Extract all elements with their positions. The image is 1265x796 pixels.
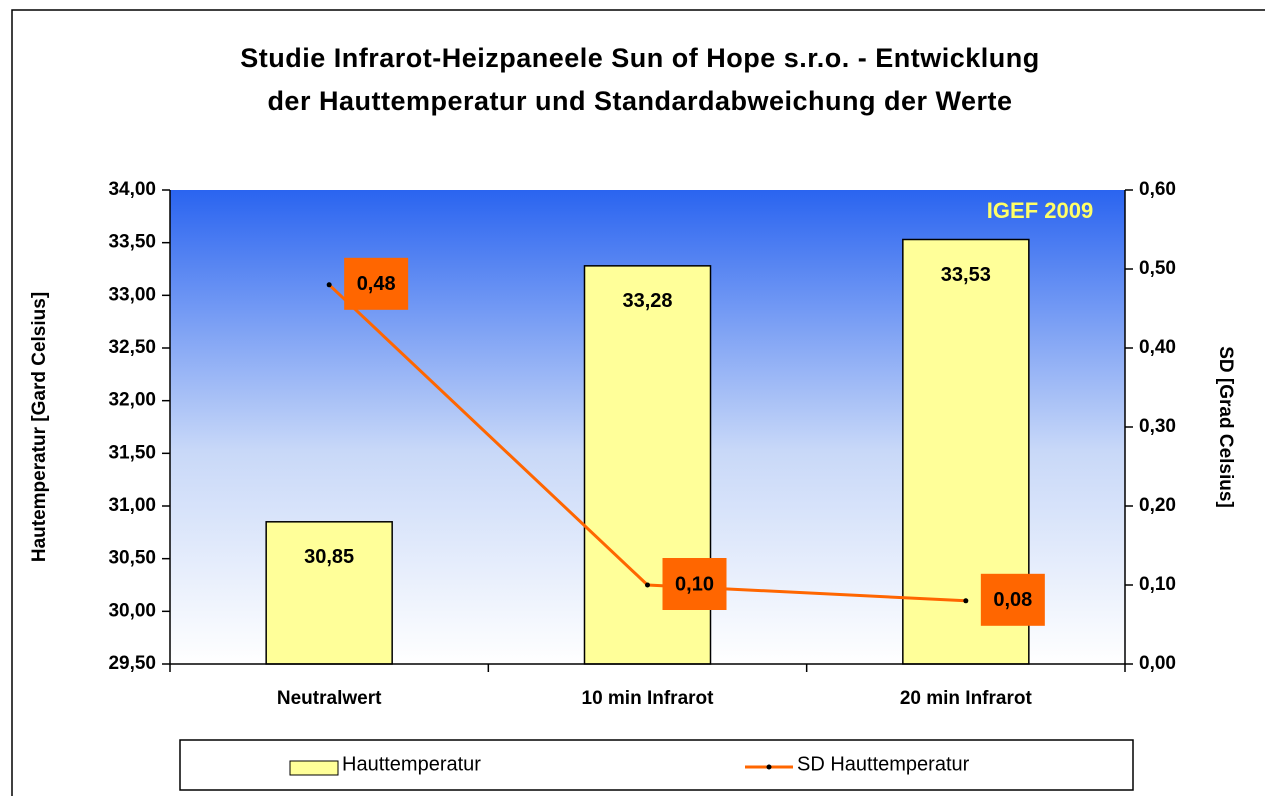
y2-tick-label: 0,50	[1139, 258, 1176, 279]
data-label: 30,85	[304, 546, 354, 568]
y-axis-label: Hautemperatur [Gard Celsius]	[29, 292, 50, 562]
y-tick-label: 33,00	[108, 284, 156, 305]
y-tick-label: 31,50	[108, 442, 156, 463]
chart-title: Studie Infrarot-Heizpaneele Sun of Hope …	[240, 43, 1040, 73]
x-tick-label: 10 min Infrarot	[582, 688, 715, 709]
data-label: 0,10	[675, 573, 714, 595]
y2-tick-label: 0,10	[1139, 574, 1176, 595]
legend-label: Hauttemperatur	[342, 753, 481, 775]
line-point	[326, 282, 332, 288]
y2-axis-label: SD [Grad Celsius]	[1215, 346, 1236, 508]
y2-tick-label: 0,20	[1139, 495, 1176, 516]
y2-tick-label: 0,60	[1139, 179, 1176, 200]
chart-title: der Hauttemperatur und Standardabweichun…	[267, 86, 1012, 116]
y-tick-label: 32,00	[108, 390, 156, 411]
x-tick-label: Neutralwert	[277, 688, 382, 709]
y2-tick-label: 0,40	[1139, 337, 1176, 358]
data-label-box	[344, 257, 409, 310]
legend-swatch	[289, 760, 339, 776]
data-label: 33,53	[941, 264, 991, 286]
y-tick-label: 32,50	[108, 337, 156, 358]
y2-tick-label: 0,00	[1139, 653, 1176, 674]
y-tick-label: 31,00	[108, 495, 156, 516]
y-tick-label: 30,00	[108, 600, 156, 621]
legend-label: SD Hauttemperatur	[797, 753, 970, 775]
data-label-box	[980, 573, 1045, 626]
data-label: 0,08	[993, 589, 1032, 611]
y-tick-label: 30,50	[108, 548, 156, 569]
y2-tick-label: 0,30	[1139, 416, 1176, 437]
data-label-box	[662, 558, 727, 610]
bar	[265, 521, 393, 665]
line-point	[963, 598, 969, 604]
data-label: 33,28	[622, 290, 672, 312]
y-tick-label: 34,00	[108, 179, 156, 200]
legend	[179, 739, 1134, 791]
annotation: IGEF 2009	[987, 198, 1093, 223]
line-point	[645, 582, 650, 588]
legend-swatch	[766, 764, 772, 770]
x-tick-label: 20 min Infrarot	[900, 688, 1033, 709]
data-label: 0,48	[357, 273, 396, 295]
y-tick-label: 33,50	[108, 232, 156, 253]
y-tick-label: 29,50	[108, 653, 156, 674]
